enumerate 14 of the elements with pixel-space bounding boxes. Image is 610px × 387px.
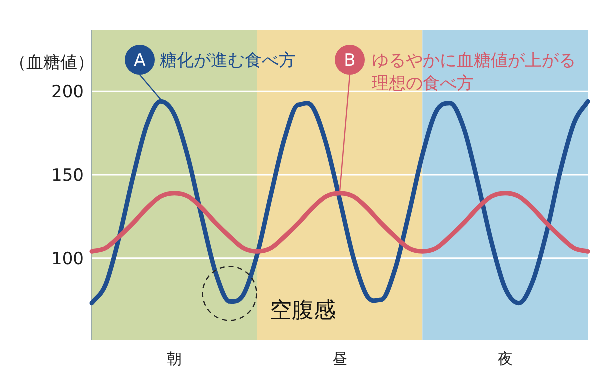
x-tick-label: 夜 <box>498 350 513 368</box>
legend-item: B ゆるやかに血糖値が上がる理想の食べ方 <box>335 45 576 94</box>
legend-label: 糖化が進む食べ方 <box>160 51 296 71</box>
legend-item: A 糖化が進む食べ方 <box>125 45 296 75</box>
y-tick-label: 200 <box>52 82 84 103</box>
y-tick-label: 150 <box>52 166 84 186</box>
legend-label: ゆるやかに血糖値が上がる理想の食べ方 <box>372 51 576 94</box>
y-axis-title: （血糖値） <box>10 53 94 73</box>
x-tick-label: 朝 <box>167 350 182 368</box>
x-tick-label: 昼 <box>332 350 348 368</box>
annotation: B <box>344 51 356 71</box>
y-tick-label: 100 <box>52 249 84 270</box>
annotation: A <box>134 51 146 71</box>
annotation: 空腹感 <box>270 298 336 324</box>
